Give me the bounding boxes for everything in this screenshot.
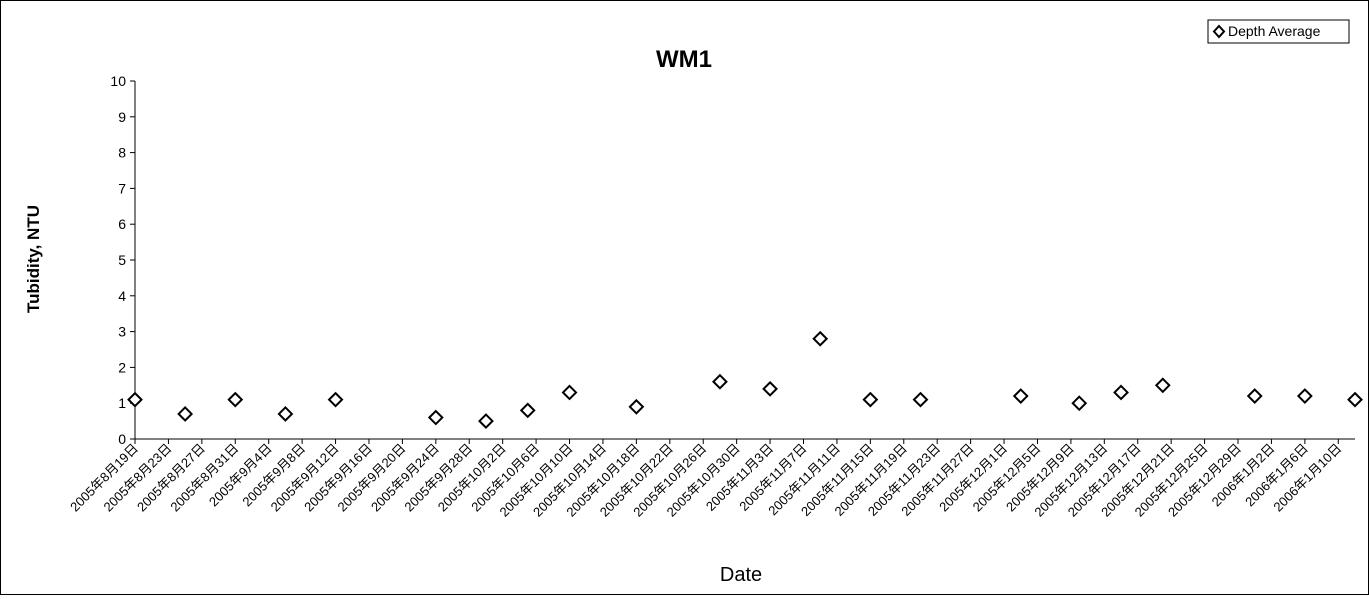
data-points [127, 330, 1363, 430]
data-point-diamond [478, 413, 494, 430]
data-point-diamond [1071, 395, 1088, 412]
data-point-diamond [227, 391, 244, 408]
y-axis-label: Tubidity, NTU [24, 205, 43, 313]
legend-diamond-marker [1212, 24, 1226, 39]
data-point-diamond [1347, 391, 1363, 408]
data-point-diamond [762, 380, 778, 397]
x-axis-label: Date [720, 564, 762, 586]
y-tick-label: 1 [118, 395, 126, 411]
data-point-diamond [1113, 384, 1129, 401]
data-point-diamond [628, 398, 645, 415]
data-point-diamond [1246, 388, 1263, 404]
data-point-diamond [862, 391, 879, 408]
data-point-diamond [427, 409, 444, 426]
data-point-diamond [812, 330, 829, 347]
legend-label: Depth Average [1228, 23, 1321, 39]
data-point-diamond [519, 402, 536, 419]
legend: Depth Average [1207, 19, 1350, 44]
data-point-diamond [177, 406, 194, 422]
y-tick-label: 5 [118, 252, 126, 268]
y-tick-label: 2 [118, 359, 126, 375]
data-point-diamond [277, 406, 294, 422]
y-tick-label: 4 [118, 288, 126, 304]
y-tick-label: 6 [118, 216, 126, 232]
y-tick-label: 9 [118, 109, 126, 125]
y-tick-label: 0 [118, 431, 126, 447]
data-point-diamond [327, 391, 344, 408]
legend-box [1207, 19, 1350, 44]
y-tick-label: 10 [110, 73, 126, 89]
data-point-diamond [1296, 388, 1313, 404]
chart-title: WM1 [656, 46, 712, 73]
data-point-diamond [712, 373, 728, 390]
y-tick-label: 8 [118, 145, 126, 161]
data-point-diamond [127, 391, 143, 408]
data-point-diamond [561, 384, 578, 401]
data-point-diamond [1012, 388, 1029, 404]
data-point-diamond [912, 391, 929, 408]
y-tick-label: 3 [118, 324, 126, 340]
axes: 0123456789102005年8月19日2005年8月23日2005年8月2… [67, 73, 1355, 520]
y-tick-label: 7 [118, 180, 126, 196]
data-point-diamond [1154, 377, 1171, 394]
